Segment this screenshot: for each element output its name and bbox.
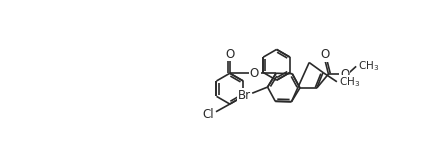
- Text: Br: Br: [238, 89, 251, 102]
- Text: O: O: [250, 67, 259, 80]
- Text: Cl: Cl: [203, 108, 214, 121]
- Text: O: O: [320, 48, 329, 61]
- Text: O: O: [225, 48, 235, 60]
- Text: CH$_3$: CH$_3$: [339, 76, 360, 89]
- Text: O: O: [340, 68, 349, 81]
- Text: CH$_3$: CH$_3$: [359, 59, 380, 73]
